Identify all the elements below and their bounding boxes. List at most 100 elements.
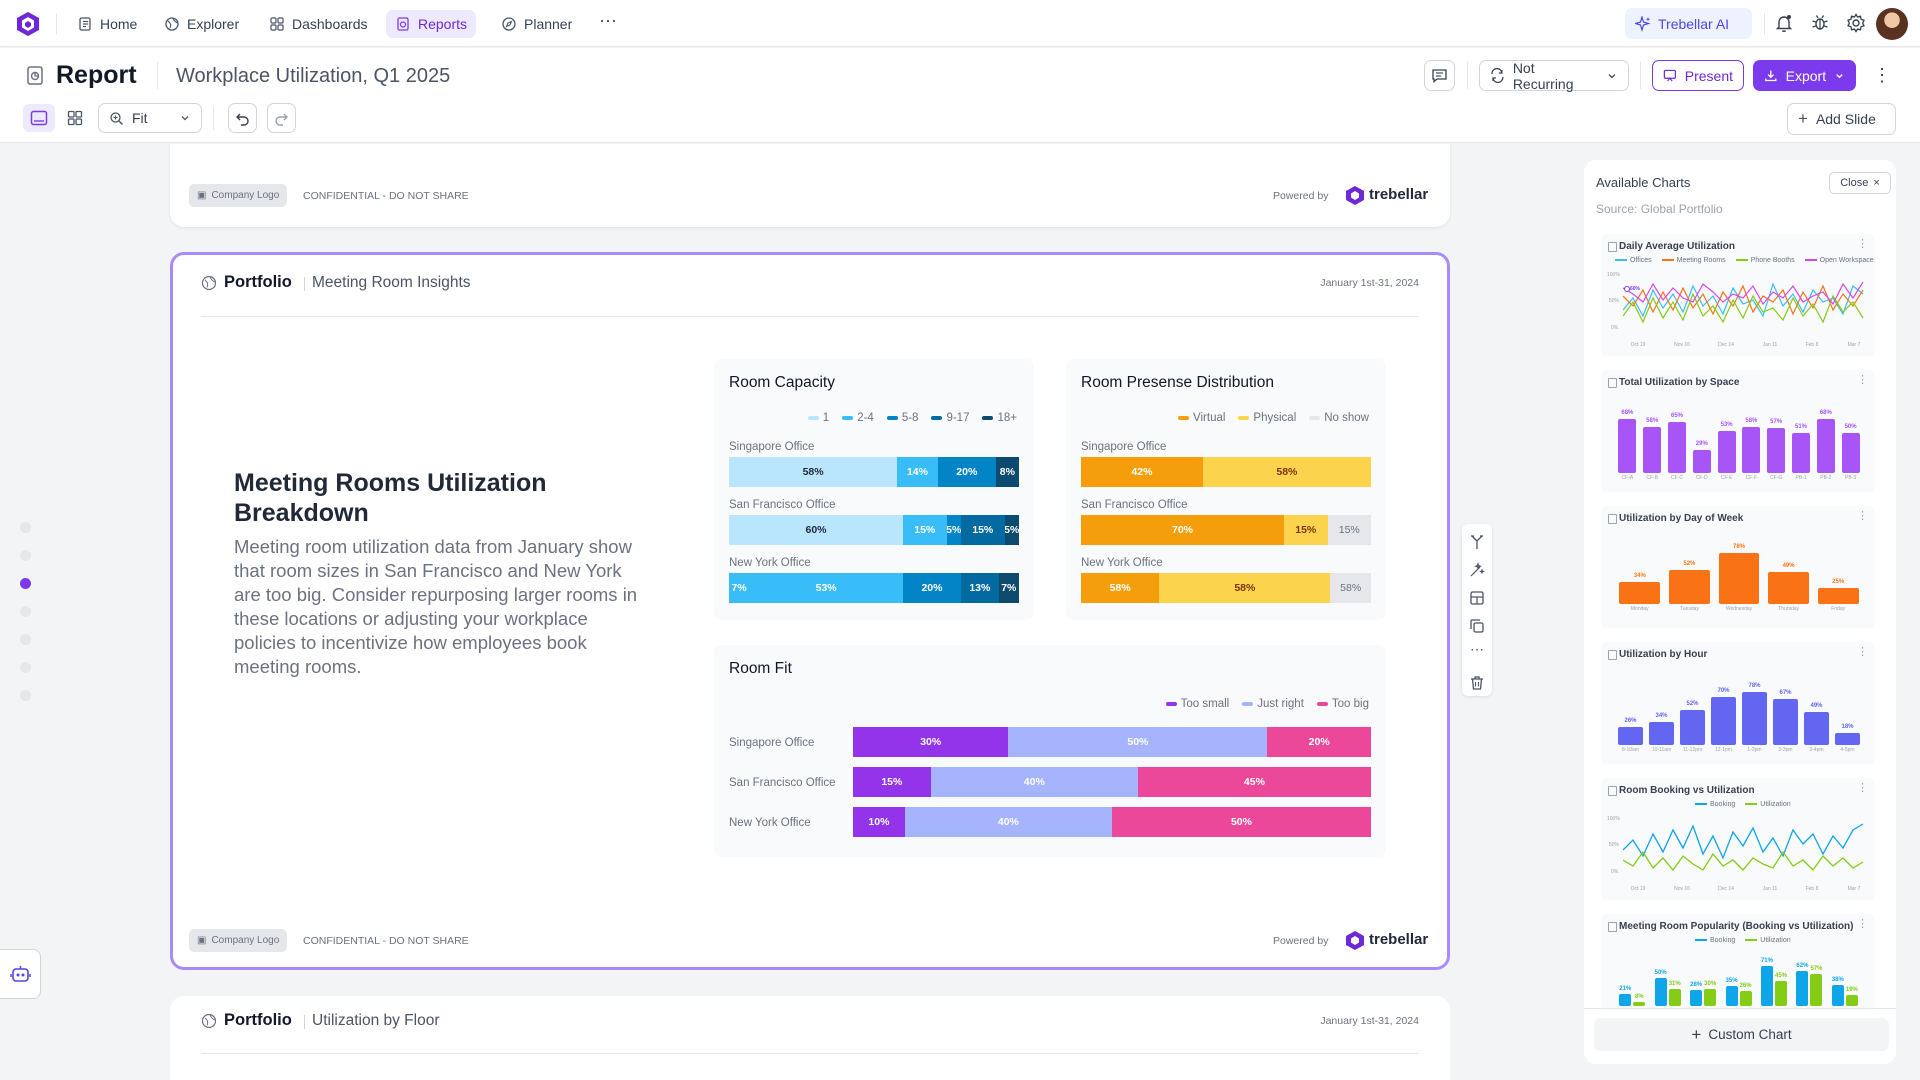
- x-tick: Jan 11: [1762, 342, 1778, 348]
- slide-dot[interactable]: [20, 606, 31, 617]
- presence-bar-san-francisco[interactable]: 70% 15% 15%: [1081, 515, 1371, 545]
- bar-segment: 40%: [930, 767, 1138, 797]
- recurring-select[interactable]: Not Recurring: [1479, 60, 1629, 92]
- current-slide[interactable]: Portfolio Meeting Room Insights January …: [170, 252, 1450, 970]
- presence-bar-new-york[interactable]: 58% 58% 58%: [1081, 573, 1371, 603]
- kebab-menu-icon[interactable]: ⋮: [1857, 782, 1868, 794]
- y-tick: 50%: [1609, 842, 1620, 848]
- chart-bar: [1618, 419, 1637, 473]
- chart-bar: [1742, 691, 1767, 745]
- gear-icon[interactable]: [1846, 13, 1866, 33]
- bar-segment: 20%: [1267, 727, 1371, 757]
- chart-thumb-utilization-by-space[interactable]: Total Utilization by Space ⋮ 68% CF-A 58% C…: [1601, 370, 1875, 492]
- room-presence-card[interactable]: Room Presense Distribution Virtual Physi…: [1066, 359, 1386, 620]
- bug-icon[interactable]: [1810, 13, 1830, 33]
- add-slide-button[interactable]: + Add Slide: [1787, 103, 1896, 135]
- slide-dot[interactable]: [20, 662, 31, 673]
- chart-thumb-utilization-by-day[interactable]: Utilization by Day of Week ⋮ 34% Monday 52…: [1601, 506, 1875, 628]
- x-tick: Nov 16: [1674, 342, 1690, 348]
- capacity-bar-new-york[interactable]: 7% 53% 20% 13% 7%: [729, 573, 1019, 603]
- custom-chart-button[interactable]: + Custom Chart: [1594, 1018, 1889, 1051]
- page-title: Report: [56, 61, 137, 89]
- magic-wand-icon[interactable]: [1468, 561, 1486, 579]
- chart-bar: [1690, 990, 1703, 1006]
- nav-reports[interactable]: Reports: [386, 10, 477, 38]
- kebab-menu-icon[interactable]: ⋮: [1857, 238, 1868, 250]
- close-button[interactable]: Close ×: [1829, 172, 1891, 194]
- chart-bar: [1725, 986, 1738, 1006]
- bar-segment: 13%: [960, 573, 999, 603]
- chart-data-label: 49%: [1782, 562, 1795, 569]
- room-fit-card[interactable]: Room Fit Too small Just right Too big Si…: [714, 645, 1386, 857]
- report-name[interactable]: Workplace Utilization, Q1 2025: [176, 65, 451, 87]
- redo-button[interactable]: [267, 103, 296, 133]
- single-view-button[interactable]: [23, 104, 55, 132]
- chart-data-label: 52%: [1683, 560, 1696, 567]
- slide-dot[interactable]: [20, 550, 31, 561]
- more-options-icon[interactable]: ⋯: [1470, 641, 1484, 657]
- present-button[interactable]: Present: [1652, 60, 1744, 91]
- bar-segment: 20%: [902, 573, 961, 603]
- bell-icon[interactable]: [1774, 13, 1794, 33]
- next-slide[interactable]: Portfolio Utilization by Floor January 1…: [170, 996, 1450, 1080]
- slide-dot[interactable]: [20, 522, 31, 533]
- nav-explorer[interactable]: Explorer: [155, 10, 248, 38]
- bar-segment: 45%: [1137, 767, 1371, 797]
- chart-thumb-title: Utilization by Hour: [1607, 649, 1708, 660]
- slide-dot-active[interactable]: [20, 578, 31, 589]
- trash-icon[interactable]: [1468, 674, 1486, 692]
- presence-bar-singapore[interactable]: 42% 58%: [1081, 457, 1371, 487]
- capacity-bar-san-francisco[interactable]: 60% 15% 5% 15% 5%: [729, 515, 1019, 545]
- nav-explorer-label: Explorer: [187, 16, 240, 32]
- grid-view-button[interactable]: [61, 104, 89, 132]
- kebab-menu-icon[interactable]: ⋮: [1873, 65, 1891, 85]
- more-icon[interactable]: ⋯: [599, 11, 617, 31]
- bar-segment: 15%: [1284, 515, 1328, 545]
- capacity-bar-singapore[interactable]: 58% 14% 20% 8%: [729, 457, 1019, 487]
- chart-thumb-title: Meeting Room Popularity (Booking vs Util…: [1607, 921, 1854, 932]
- slide-dot[interactable]: [20, 690, 31, 701]
- previous-slide[interactable]: ▣ Company Logo CONFIDENTIAL - DO NOT SHAR…: [170, 144, 1450, 227]
- chart-data-label: 50%: [1844, 424, 1857, 431]
- room-capacity-card[interactable]: Room Capacity 1 2-4 5-8 9-17 18+ Singapo…: [714, 359, 1034, 620]
- chart-x-label: PB-1: [1795, 475, 1807, 481]
- undo-button[interactable]: [228, 103, 257, 133]
- avatar[interactable]: [1876, 8, 1908, 40]
- custom-chart-label: Custom Chart: [1708, 1027, 1792, 1042]
- nav-home[interactable]: Home: [68, 10, 146, 38]
- chart-thumb-room-popularity[interactable]: Meeting Room Popularity (Booking vs Util…: [1601, 914, 1875, 1010]
- slide-dot[interactable]: [20, 634, 31, 645]
- export-button[interactable]: Export: [1753, 60, 1856, 91]
- chart-thumb-utilization-by-hour[interactable]: Utilization by Hour ⋮ 26% 8-10am 34% 10-11a…: [1601, 642, 1875, 764]
- comments-button[interactable]: [1424, 60, 1455, 91]
- chart-thumb-title: Utilization by Day of Week: [1607, 513, 1744, 524]
- merge-icon[interactable]: [1468, 533, 1486, 551]
- layout-icon[interactable]: [1468, 589, 1486, 607]
- app-logo[interactable]: [15, 11, 41, 37]
- kebab-menu-icon[interactable]: ⋮: [1857, 374, 1868, 386]
- kebab-menu-icon[interactable]: ⋮: [1857, 646, 1868, 658]
- bar-segment: 50%: [1111, 807, 1371, 837]
- bar-segment: 7%: [729, 573, 750, 603]
- powered-by-label: Powered by: [1273, 190, 1329, 202]
- y-tick: 0%: [1611, 325, 1619, 331]
- assistant-bot-button[interactable]: [0, 949, 41, 999]
- bar-segment: 15%: [903, 515, 947, 545]
- kebab-menu-icon[interactable]: ⋮: [1857, 918, 1868, 930]
- zoom-select[interactable]: Fit: [98, 103, 202, 133]
- chart-thumb-daily-utilization[interactable]: Daily Average Utilization ⋮ Offices Meet…: [1601, 234, 1875, 356]
- fit-bar-singapore[interactable]: 30% 50% 20%: [853, 727, 1371, 757]
- kebab-menu-icon[interactable]: ⋮: [1857, 510, 1868, 522]
- nav-dashboards[interactable]: Dashboards: [260, 10, 377, 38]
- chart-data-label: 34%: [1655, 712, 1668, 719]
- chart-thumb-booking-vs-utilization[interactable]: Room Booking vs Utilization ⋮ Booking Ut…: [1601, 778, 1875, 900]
- trebellar-ai-button[interactable]: Trebellar AI: [1625, 8, 1752, 39]
- nav-planner[interactable]: Planner: [492, 10, 581, 38]
- duplicate-icon[interactable]: [1468, 617, 1486, 635]
- slide-page-title: Meeting Room Insights: [312, 274, 471, 291]
- confidential-label: CONFIDENTIAL - DO NOT SHARE: [303, 935, 469, 947]
- bar-segment: 15%: [853, 767, 931, 797]
- fit-bar-san-francisco[interactable]: 15% 40% 45%: [853, 767, 1371, 797]
- fit-bar-new-york[interactable]: 10% 40% 50%: [853, 807, 1371, 837]
- close-icon: ×: [1873, 177, 1880, 189]
